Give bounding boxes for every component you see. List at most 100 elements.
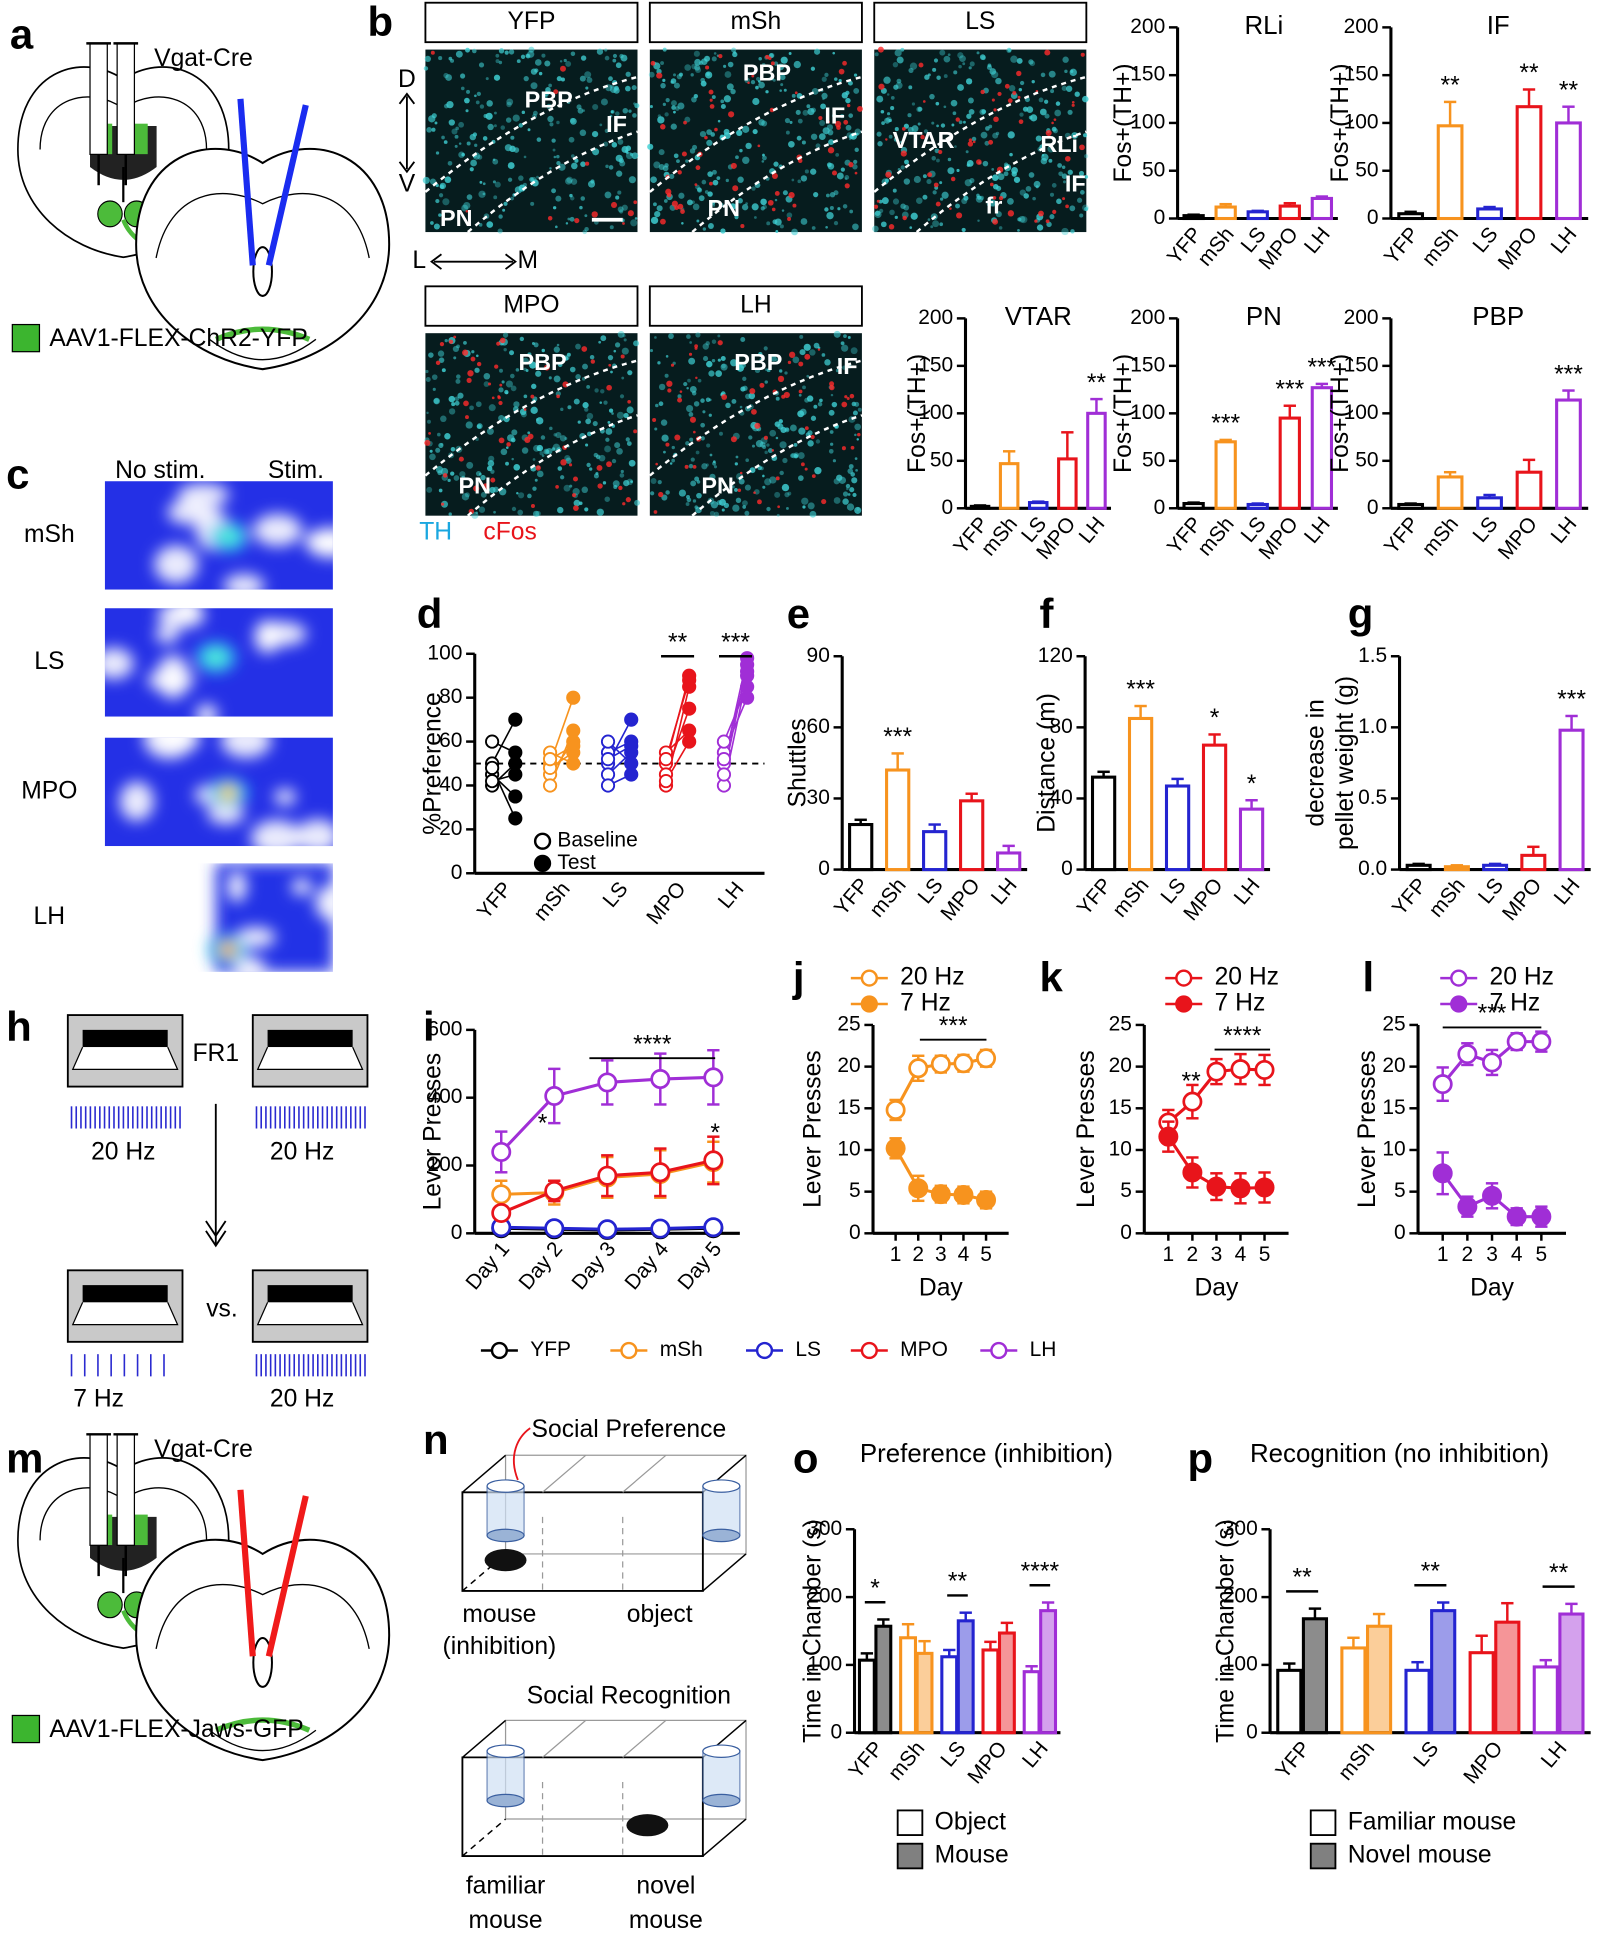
- th-cell: [553, 206, 557, 210]
- fos-cell: [950, 176, 956, 182]
- legend-swatch: [1309, 1809, 1337, 1836]
- th-cell: [533, 444, 540, 452]
- th-cell: [968, 108, 975, 115]
- point: [703, 1150, 724, 1171]
- heatmap-low: [119, 781, 154, 821]
- th-cell: [754, 216, 757, 219]
- th-cell: [611, 458, 617, 464]
- th-cell: [845, 90, 850, 96]
- th-cell: [737, 176, 744, 183]
- th-cell: [630, 219, 638, 227]
- heatmap-low: [253, 514, 302, 547]
- th-cell: [702, 227, 707, 231]
- heatmap-hot: [207, 648, 225, 667]
- th-cell: [654, 210, 661, 218]
- th-cell: [536, 137, 542, 142]
- y-tick-label: 0.0: [1358, 857, 1387, 880]
- point: [491, 1141, 512, 1162]
- th-cell: [854, 128, 861, 135]
- th-cell: [1009, 152, 1013, 157]
- th-cell: [894, 215, 898, 219]
- th-cell: [998, 226, 1003, 230]
- legend-marker: [860, 969, 878, 987]
- th-cell: [443, 140, 448, 144]
- th-cell: [811, 226, 816, 230]
- fos-cell: [749, 388, 756, 395]
- th-cell: [953, 70, 958, 75]
- th-cell: [801, 140, 806, 145]
- th-cell: [457, 392, 464, 399]
- virus-site: [134, 1514, 148, 1546]
- x-tick-label: LH: [987, 874, 1022, 909]
- region-label: IF: [606, 111, 627, 137]
- th-cell: [453, 475, 460, 481]
- th-cell: [549, 167, 552, 170]
- y-tick-label: 5: [849, 1179, 861, 1202]
- th-cell: [633, 102, 636, 105]
- th-cell: [856, 507, 860, 511]
- th-cell: [620, 469, 624, 474]
- th-cell: [670, 80, 674, 84]
- point: [1506, 1031, 1527, 1052]
- th-cell: [657, 479, 662, 485]
- fos-cell: [763, 435, 768, 440]
- fos-cell: [804, 353, 811, 360]
- th-cell: [762, 204, 767, 210]
- th-cell: [789, 424, 797, 432]
- fos-cell: [767, 199, 774, 206]
- th-cell: [850, 472, 855, 477]
- th-cell: [707, 223, 714, 229]
- th-cell: [961, 227, 966, 232]
- panel-letter: d: [417, 590, 443, 637]
- th-cell: [605, 164, 609, 169]
- th-cell: [610, 110, 614, 114]
- th-cell: [570, 178, 578, 185]
- heatmap: [104, 737, 333, 847]
- th-cell: [584, 226, 589, 232]
- fos-cell: [625, 497, 631, 503]
- fos-cell: [1044, 49, 1051, 56]
- th-cell: [610, 370, 613, 374]
- th-cell: [713, 52, 717, 55]
- th-cell: [442, 198, 450, 206]
- th-cell: [511, 506, 517, 512]
- x-tick-label: LH: [1537, 1737, 1572, 1772]
- th-cell: [461, 475, 466, 480]
- th-cell: [586, 384, 591, 389]
- y-tick-label: 5: [1394, 1179, 1406, 1202]
- fos-cell: [991, 98, 995, 102]
- th-cell: [716, 176, 721, 181]
- th-cell: [1084, 206, 1089, 212]
- y-axis-label: Distance (m): [1034, 693, 1061, 833]
- fos-cell: [844, 395, 848, 399]
- th-cell: [510, 135, 515, 140]
- th-cell: [623, 479, 630, 487]
- th-cell: [556, 343, 560, 347]
- bar: [1515, 470, 1543, 510]
- th-cell: [565, 177, 572, 185]
- heatmap-low: [223, 574, 265, 590]
- th-cell: [513, 401, 520, 408]
- fos-cell: [535, 465, 541, 471]
- th-cell: [466, 89, 471, 94]
- x-tick-label: mSh: [1418, 223, 1463, 271]
- th-cell: [711, 358, 716, 363]
- th-cell: [893, 137, 898, 142]
- point: [1506, 1206, 1527, 1227]
- th-cell: [450, 58, 455, 63]
- th-cell: [986, 64, 993, 71]
- th-cell: [989, 199, 997, 207]
- th-cell: [748, 435, 753, 440]
- th-cell: [792, 356, 800, 364]
- significance: **: [1549, 1560, 1569, 1587]
- th-cell: [847, 336, 851, 339]
- point: [508, 811, 523, 826]
- th-cell: [600, 98, 608, 106]
- bar: [997, 1631, 1016, 1735]
- x-tick-label: mSh: [1193, 513, 1238, 561]
- th-cell: [706, 139, 713, 147]
- th-cell: [612, 480, 620, 488]
- heatmap-low: [155, 625, 179, 644]
- th-cell: [824, 72, 829, 78]
- th-cell: [549, 426, 553, 431]
